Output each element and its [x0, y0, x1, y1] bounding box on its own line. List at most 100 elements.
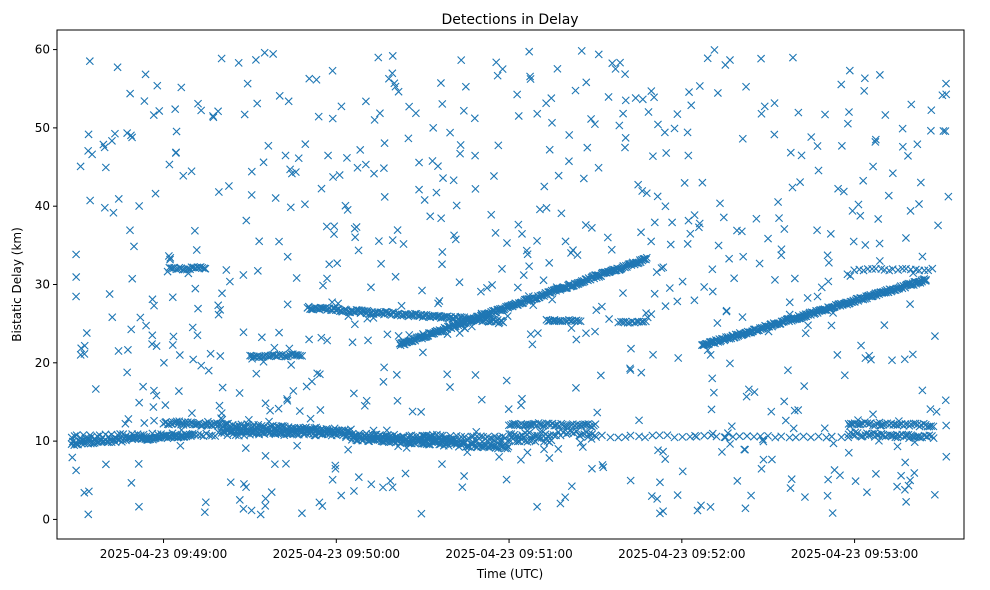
data-point-marker [716, 199, 724, 208]
data-point-marker [744, 385, 753, 394]
data-point-marker [505, 302, 514, 311]
data-point-marker [152, 342, 161, 351]
data-point-marker [77, 344, 86, 353]
data-point-marker [638, 187, 647, 195]
data-markers [67, 45, 953, 519]
data-point-marker [455, 278, 464, 287]
data-point-marker [554, 444, 563, 453]
data-point-marker [708, 265, 717, 274]
data-point-marker [843, 119, 852, 128]
data-point-marker [796, 178, 805, 187]
data-point-marker [350, 320, 359, 329]
data-point-marker [214, 301, 223, 310]
data-point-marker [317, 184, 326, 193]
data-point-marker [162, 431, 171, 440]
data-point-marker [184, 269, 193, 278]
data-point-marker [941, 127, 950, 136]
data-point-marker [323, 336, 332, 345]
data-point-marker [759, 437, 768, 446]
data-point-marker [647, 237, 656, 246]
data-point-marker [571, 86, 580, 95]
data-point-marker [370, 169, 379, 178]
data-point-marker [540, 182, 549, 191]
data-point-marker [313, 369, 322, 378]
data-point-marker [380, 139, 389, 148]
data-point-marker [392, 370, 401, 379]
data-point-marker [916, 178, 925, 187]
data-point-marker [323, 274, 332, 283]
data-point-marker [642, 253, 651, 262]
data-point-marker [587, 434, 596, 443]
data-point-marker [508, 420, 517, 428]
data-point-marker [619, 109, 628, 118]
data-point-marker [576, 438, 585, 447]
data-point-marker [405, 102, 414, 111]
data-point-marker [587, 464, 596, 473]
data-point-marker [607, 245, 616, 254]
data-point-marker [767, 407, 776, 416]
data-point-marker [553, 64, 562, 73]
data-point-marker [862, 488, 871, 497]
data-point-marker [872, 430, 881, 439]
data-point-marker [591, 327, 600, 336]
data-point-marker [349, 389, 358, 398]
data-point-marker [306, 414, 315, 423]
data-point-marker [561, 237, 570, 246]
data-point-marker [791, 433, 800, 442]
data-point-marker [218, 415, 227, 424]
x-axis-label: Time (UTC) [476, 567, 543, 581]
data-point-marker [370, 115, 379, 124]
data-point-marker [685, 88, 694, 97]
data-point-marker [764, 327, 773, 336]
data-point-marker [728, 432, 737, 441]
y-tick-label: 0 [42, 512, 50, 526]
data-point-marker [552, 283, 561, 292]
data-point-marker [740, 445, 749, 454]
data-point-marker [314, 112, 323, 121]
data-point-marker [426, 212, 435, 221]
data-point-marker [443, 370, 452, 379]
data-point-marker [574, 421, 583, 430]
data-point-marker [110, 129, 119, 138]
data-point-marker [642, 309, 651, 318]
data-point-marker [919, 419, 928, 428]
data-point-marker [777, 245, 786, 254]
data-point-marker [722, 306, 731, 315]
data-point-marker [581, 420, 589, 429]
data-point-marker [756, 432, 765, 441]
data-point-marker [881, 111, 890, 119]
data-point-marker [906, 300, 915, 309]
data-point-marker [270, 460, 279, 469]
data-point-marker [200, 264, 209, 273]
data-point-marker [84, 487, 93, 496]
data-point-marker [678, 432, 687, 441]
data-point-marker [859, 266, 868, 275]
data-point-marker [264, 141, 273, 150]
data-point-marker [539, 421, 548, 430]
data-point-marker [860, 74, 869, 83]
data-point-marker [660, 128, 669, 137]
data-point-marker [330, 222, 339, 231]
data-point-marker [648, 431, 657, 440]
data-point-marker [824, 258, 833, 267]
data-point-marker [631, 94, 640, 103]
data-point-marker [757, 464, 766, 473]
data-point-marker [908, 350, 917, 359]
data-point-marker [265, 417, 274, 426]
data-point-marker [858, 432, 867, 441]
chart-title: Detections in Delay [441, 12, 578, 28]
data-point-marker [834, 184, 843, 193]
data-point-marker [269, 49, 278, 58]
data-point-marker [217, 54, 226, 63]
data-point-marker [614, 433, 623, 442]
data-point-marker [168, 429, 177, 438]
data-point-marker [649, 350, 657, 359]
data-point-marker [363, 314, 372, 323]
data-point-marker [616, 58, 625, 67]
data-point-marker [829, 439, 838, 448]
data-point-marker [391, 272, 400, 281]
data-point-marker [821, 110, 830, 119]
data-point-marker [700, 283, 709, 291]
data-point-marker [260, 48, 269, 57]
data-point-marker [854, 200, 863, 209]
